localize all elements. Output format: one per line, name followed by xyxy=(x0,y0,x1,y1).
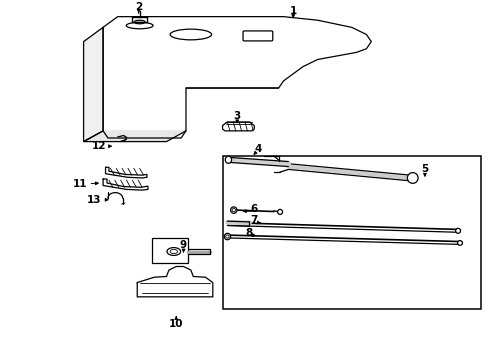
Ellipse shape xyxy=(277,210,282,215)
Polygon shape xyxy=(83,27,103,141)
Bar xyxy=(222,156,480,309)
Text: 2: 2 xyxy=(135,2,142,12)
Text: 9: 9 xyxy=(180,240,187,250)
Text: 8: 8 xyxy=(245,228,252,238)
Ellipse shape xyxy=(225,156,231,163)
Ellipse shape xyxy=(407,173,417,183)
Text: 6: 6 xyxy=(250,204,257,214)
Ellipse shape xyxy=(230,207,237,213)
Ellipse shape xyxy=(457,240,462,245)
Polygon shape xyxy=(83,131,185,141)
Ellipse shape xyxy=(224,233,230,240)
Polygon shape xyxy=(137,266,212,297)
Text: 13: 13 xyxy=(87,195,102,205)
Text: 1: 1 xyxy=(289,5,296,15)
Polygon shape xyxy=(103,17,370,88)
Polygon shape xyxy=(222,122,254,131)
Polygon shape xyxy=(103,27,278,138)
Text: 5: 5 xyxy=(421,164,427,174)
Text: 4: 4 xyxy=(254,144,261,154)
Polygon shape xyxy=(105,167,147,178)
Text: 11: 11 xyxy=(72,179,87,189)
Text: 3: 3 xyxy=(233,111,240,121)
Polygon shape xyxy=(103,179,148,190)
Text: 10: 10 xyxy=(169,319,183,329)
Text: 12: 12 xyxy=(92,141,106,151)
Ellipse shape xyxy=(455,228,460,233)
Bar xyxy=(152,238,188,263)
Ellipse shape xyxy=(166,248,180,256)
Text: 7: 7 xyxy=(250,215,257,225)
